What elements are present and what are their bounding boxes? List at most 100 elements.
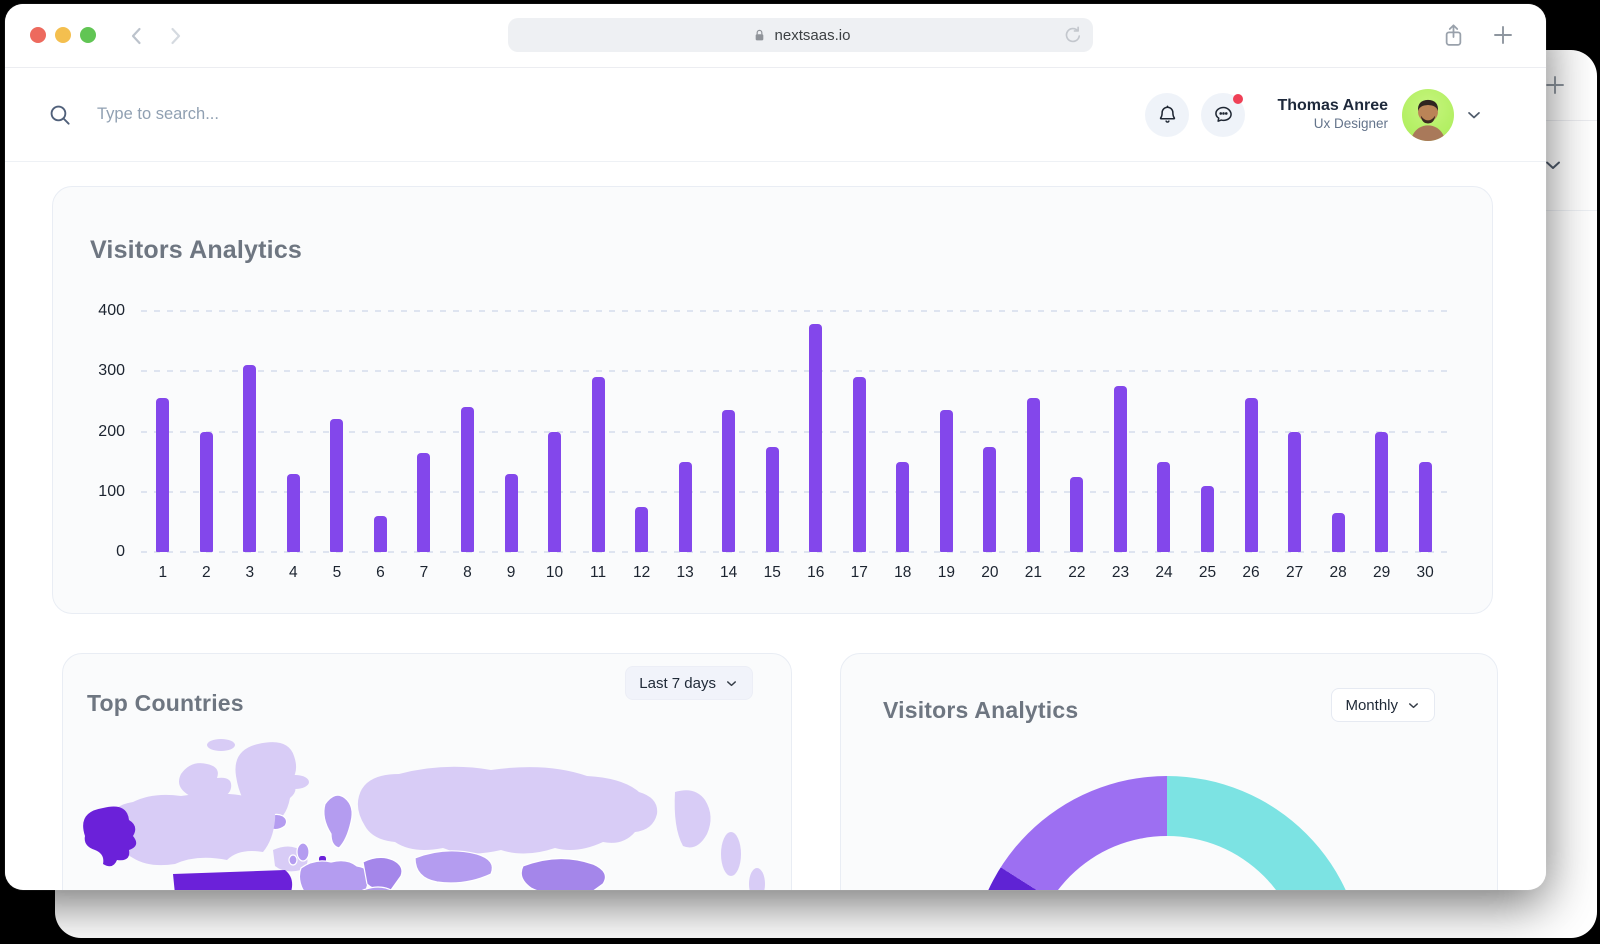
x-tick-label: 25 [1186, 564, 1230, 582]
bar-day-4 [287, 474, 300, 552]
bar-day-1 [156, 398, 169, 552]
bar-chart-plot [141, 311, 1447, 552]
x-tick-label: 22 [1055, 564, 1099, 582]
x-tick-label: 28 [1316, 564, 1360, 582]
y-tick-label: 300 [98, 362, 125, 380]
browser-forward-button[interactable] [163, 24, 187, 48]
bar-day-19 [940, 410, 953, 552]
bar-chart-yaxis: 0100200300400 [53, 311, 125, 552]
unread-badge [1233, 94, 1243, 104]
range-label: Last 7 days [639, 675, 716, 692]
user-name: Thomas Anree [1277, 96, 1388, 116]
x-tick-label: 15 [750, 564, 794, 582]
bell-icon [1156, 103, 1179, 126]
visitors-analytics-donut-card: Visitors Analytics Monthly [840, 653, 1498, 890]
zoom-window-button[interactable] [80, 27, 96, 43]
search-input[interactable] [95, 104, 515, 125]
top-countries-card: Top Countries Last 7 days [62, 653, 792, 890]
browser-chrome: nextsaas.io [5, 4, 1546, 68]
new-tab-icon[interactable] [1491, 23, 1515, 47]
header-actions: Thomas Anree Ux Designer [1145, 89, 1484, 141]
dashboard-body: Visitors Analytics 0100200300400 1234567… [5, 162, 1546, 888]
bar-day-11 [592, 377, 605, 552]
x-tick-label: 9 [489, 564, 533, 582]
bar-day-18 [896, 462, 909, 552]
bar-day-26 [1245, 398, 1258, 552]
x-tick-label: 14 [707, 564, 751, 582]
x-tick-label: 19 [925, 564, 969, 582]
bar-day-27 [1288, 432, 1301, 553]
chevron-down-icon [1406, 698, 1421, 713]
notifications-button[interactable] [1145, 93, 1189, 137]
x-tick-label: 8 [446, 564, 490, 582]
lock-icon [751, 27, 768, 44]
bar-day-10 [548, 432, 561, 553]
bar-day-23 [1114, 386, 1127, 552]
bar-day-24 [1157, 462, 1170, 552]
screenshot-stage: nextsaas.io [0, 0, 1600, 944]
x-tick-label: 20 [968, 564, 1012, 582]
messages-button[interactable] [1201, 93, 1245, 137]
donut-card-title: Visitors Analytics [883, 697, 1078, 724]
address-bar[interactable]: nextsaas.io [508, 18, 1093, 52]
bar-day-21 [1027, 398, 1040, 552]
bar-day-3 [243, 365, 256, 552]
bar-day-22 [1070, 477, 1083, 552]
browser-back-button[interactable] [125, 24, 149, 48]
url-text: nextsaas.io [775, 27, 851, 44]
top-countries-range-select[interactable]: Last 7 days [625, 666, 753, 700]
bar-day-17 [853, 377, 866, 552]
x-tick-label: 23 [1099, 564, 1143, 582]
x-tick-label: 5 [315, 564, 359, 582]
y-tick-label: 400 [98, 302, 125, 320]
x-tick-label: 10 [533, 564, 577, 582]
bar-day-28 [1332, 513, 1345, 552]
x-tick-label: 7 [402, 564, 446, 582]
chat-bubble-icon [1212, 103, 1235, 126]
x-tick-label: 1 [141, 564, 185, 582]
minimize-window-button[interactable] [55, 27, 71, 43]
background-plus-icon [1543, 73, 1567, 97]
x-tick-label: 11 [576, 564, 620, 582]
donut-range-select[interactable]: Monthly [1331, 688, 1435, 722]
bar-day-30 [1419, 462, 1432, 552]
x-tick-label: 12 [620, 564, 664, 582]
bar-day-9 [505, 474, 518, 552]
x-tick-label: 18 [881, 564, 925, 582]
share-icon[interactable] [1441, 22, 1466, 49]
x-tick-label: 3 [228, 564, 272, 582]
user-info: Thomas Anree Ux Designer [1277, 96, 1388, 133]
bar-day-2 [200, 432, 213, 553]
bar-day-25 [1201, 486, 1214, 552]
user-role: Ux Designer [1277, 116, 1388, 133]
search-icon [47, 102, 72, 127]
x-tick-label: 29 [1360, 564, 1404, 582]
x-tick-label: 27 [1273, 564, 1317, 582]
bar-day-20 [983, 447, 996, 552]
y-tick-label: 200 [98, 423, 125, 441]
visitors-analytics-bar-card: Visitors Analytics 0100200300400 1234567… [52, 186, 1493, 614]
close-window-button[interactable] [30, 27, 46, 43]
bar-day-13 [679, 462, 692, 552]
x-tick-label: 4 [272, 564, 316, 582]
top-countries-title: Top Countries [87, 690, 244, 717]
bar-day-29 [1375, 432, 1388, 553]
avatar[interactable] [1402, 89, 1454, 141]
bar-day-7 [417, 453, 430, 552]
range-label: Monthly [1345, 697, 1398, 714]
dashboard-header: Thomas Anree Ux Designer [5, 68, 1546, 162]
chevron-down-icon [724, 676, 739, 691]
world-map [63, 732, 792, 890]
reload-icon[interactable] [1062, 24, 1084, 46]
user-menu-chevron-icon[interactable] [1464, 105, 1484, 125]
search-box [47, 102, 515, 127]
x-tick-label: 21 [1012, 564, 1056, 582]
bar-day-15 [766, 447, 779, 552]
bar-day-16 [809, 324, 822, 552]
x-tick-label: 17 [838, 564, 882, 582]
x-tick-label: 6 [359, 564, 403, 582]
x-tick-label: 16 [794, 564, 838, 582]
bar-day-8 [461, 407, 474, 552]
y-tick-label: 100 [98, 483, 125, 501]
bar-day-12 [635, 507, 648, 552]
